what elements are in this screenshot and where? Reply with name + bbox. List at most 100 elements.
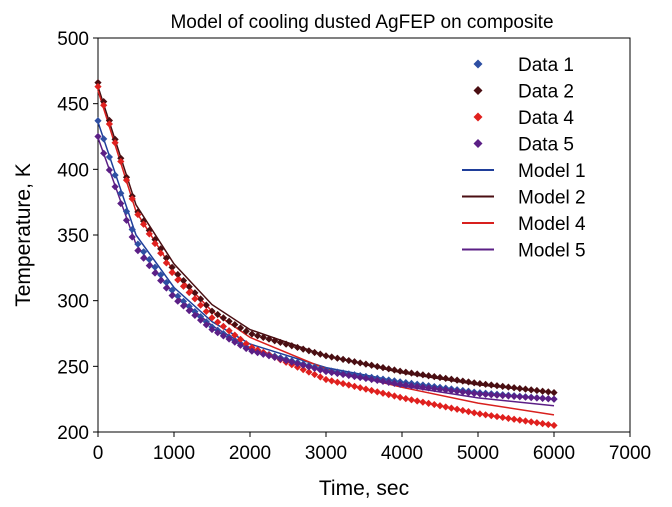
data-point-data-5 <box>122 216 131 224</box>
data-point-data-4 <box>305 368 313 376</box>
legend: Data 1 Data 2 Data 4 Data 5 Model 1 Model 2 Mo… <box>462 55 586 262</box>
data-point-data-2 <box>100 97 108 106</box>
data-point-data-2 <box>276 338 284 347</box>
data-point-data-5 <box>339 370 347 379</box>
data-point-data-4 <box>219 322 227 331</box>
data-point-data-2 <box>174 270 182 279</box>
data-point-data-5 <box>248 347 256 355</box>
legend-marker-data-4 <box>473 112 483 122</box>
data-point-data-5 <box>379 377 387 386</box>
data-point-data-5 <box>94 132 102 141</box>
data-point-data-1 <box>134 240 142 248</box>
data-point-data-2 <box>179 277 188 285</box>
data-point-data-2 <box>544 388 552 396</box>
data-point-data-4 <box>311 370 319 379</box>
data-point-data-2 <box>316 350 324 358</box>
data-point-data-4 <box>442 403 450 411</box>
data-point-data-2 <box>197 295 205 303</box>
data-point-data-2 <box>254 332 262 340</box>
data-point-data-2 <box>447 375 455 383</box>
data-point-data-5 <box>493 391 501 399</box>
data-point-data-2 <box>459 377 467 385</box>
data-point-data-2 <box>510 384 518 392</box>
y-tick-label: 400 <box>57 160 89 181</box>
series-data-4 <box>94 82 558 430</box>
data-point-data-4 <box>242 340 250 348</box>
data-point-data-5 <box>356 373 364 382</box>
x-axis-title: Time, sec <box>319 477 409 500</box>
data-point-data-5 <box>185 307 193 315</box>
data-point-data-2 <box>311 348 319 357</box>
data-point-data-1 <box>185 302 193 311</box>
data-point-data-1 <box>140 248 148 256</box>
data-point-data-1 <box>105 153 113 161</box>
data-point-data-5 <box>459 388 467 396</box>
legend-label-data-4: Data 4 <box>518 108 574 129</box>
data-point-data-5 <box>145 262 153 270</box>
data-point-data-1 <box>191 307 199 316</box>
x-tick-label: 6000 <box>533 443 575 464</box>
data-point-data-4 <box>373 388 381 396</box>
data-point-data-4 <box>379 389 387 397</box>
data-point-data-4 <box>191 295 199 303</box>
legend-label-model-4: Model 4 <box>518 214 586 235</box>
data-point-data-5 <box>276 355 284 363</box>
data-point-data-5 <box>390 379 398 388</box>
y-tick-label: 300 <box>57 292 89 313</box>
data-point-data-2 <box>236 324 245 332</box>
data-point-data-2 <box>482 380 490 388</box>
data-point-data-4 <box>179 282 188 290</box>
data-point-data-2 <box>345 356 353 365</box>
data-point-data-2 <box>379 364 387 372</box>
data-point-data-2 <box>168 263 176 271</box>
data-point-data-5 <box>219 332 227 340</box>
data-point-data-5 <box>140 254 148 262</box>
x-tick-label: 7000 <box>609 443 651 464</box>
series-data-1 <box>94 117 558 403</box>
legend-item-data-1: Data 1 <box>473 55 574 76</box>
x-tick-label: 1000 <box>153 443 195 464</box>
data-point-data-2 <box>322 352 330 360</box>
x-tick-label: 5000 <box>457 443 499 464</box>
data-point-data-2 <box>476 380 484 388</box>
data-point-data-4 <box>236 335 245 344</box>
data-point-data-2 <box>550 389 558 397</box>
data-point-data-2 <box>225 317 233 325</box>
data-point-data-1 <box>117 189 125 197</box>
data-point-data-4 <box>174 276 182 284</box>
data-point-data-2 <box>499 382 507 390</box>
data-point-data-5 <box>242 344 250 353</box>
data-point-data-4 <box>208 314 216 322</box>
data-point-data-4 <box>459 406 467 415</box>
data-point-data-5 <box>533 394 541 402</box>
data-point-data-1 <box>145 255 153 264</box>
data-point-data-2 <box>299 345 307 353</box>
data-point-data-5 <box>157 276 165 285</box>
data-point-data-4 <box>231 331 239 339</box>
data-point-data-5 <box>373 376 381 385</box>
data-point-data-4 <box>299 366 307 374</box>
data-point-data-5 <box>179 302 188 310</box>
data-point-data-5 <box>311 364 319 373</box>
data-point-data-4 <box>487 412 495 420</box>
legend-item-data-5: Data 5 <box>473 135 574 156</box>
data-point-data-1 <box>179 297 188 305</box>
legend-item-data-4: Data 4 <box>473 108 574 129</box>
data-point-data-5 <box>527 393 535 402</box>
data-point-data-4 <box>111 139 119 147</box>
data-point-data-4 <box>122 176 131 184</box>
data-point-data-2 <box>487 381 495 389</box>
data-point-data-5 <box>128 233 136 241</box>
data-point-data-4 <box>117 157 125 166</box>
data-point-data-5 <box>236 341 245 349</box>
data-point-data-5 <box>100 149 108 157</box>
data-point-data-1 <box>100 135 108 143</box>
data-point-data-5 <box>293 360 302 368</box>
data-point-data-5 <box>345 371 353 380</box>
data-point-data-4 <box>407 396 416 404</box>
data-point-data-5 <box>407 382 416 390</box>
data-point-data-4 <box>402 395 410 403</box>
legend-item-model-2: Model 2 <box>462 188 586 209</box>
series-line-model-5 <box>97 137 555 407</box>
data-point-data-2 <box>407 369 416 377</box>
